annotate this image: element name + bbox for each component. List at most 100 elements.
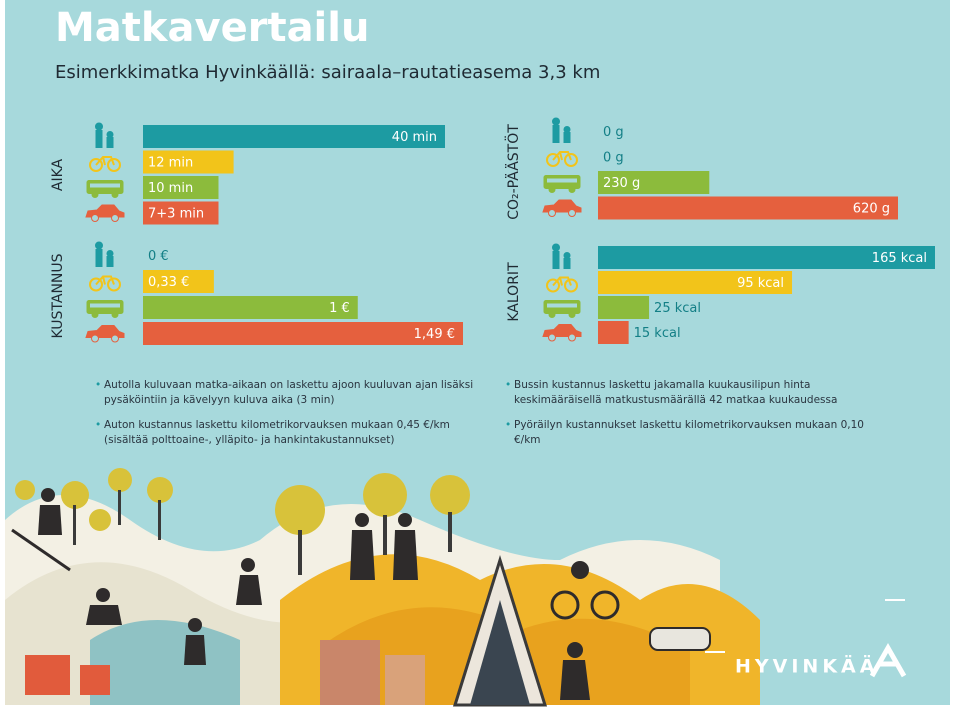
icon-part xyxy=(111,334,119,343)
mode-icon xyxy=(95,122,114,148)
icon-part xyxy=(563,126,571,133)
bar xyxy=(143,322,463,345)
mode-icon xyxy=(86,300,124,318)
value-label: 25 kcal xyxy=(654,301,701,316)
value-label: 95 kcal xyxy=(737,276,784,291)
icon-part xyxy=(568,311,576,318)
icon-part xyxy=(90,303,120,308)
icon-part xyxy=(546,278,560,293)
icon-part xyxy=(107,277,121,292)
mode-icon xyxy=(546,151,578,167)
bar xyxy=(598,196,898,220)
icon-part xyxy=(546,153,560,167)
icon-part xyxy=(548,333,556,342)
value-label: 0 g xyxy=(603,151,624,166)
note: Auton kustannus laskettu kilometrikorvau… xyxy=(95,418,484,448)
mode-icon xyxy=(542,199,582,217)
bar xyxy=(143,201,219,225)
axis-label: KUSTANNUS xyxy=(50,253,66,338)
value-label: 7+3 min xyxy=(148,207,204,222)
bar xyxy=(598,171,710,194)
value-label: 10 min xyxy=(148,181,193,196)
icon-part xyxy=(552,251,560,269)
icon-part xyxy=(552,243,560,252)
icon-part xyxy=(542,324,582,337)
icon-part xyxy=(95,156,115,166)
value-label: 0 g xyxy=(603,125,624,140)
mode-icon xyxy=(86,180,124,198)
axis-label: AIKA xyxy=(50,158,66,191)
bar xyxy=(143,296,358,319)
icon-part xyxy=(111,191,119,198)
illustration xyxy=(5,468,905,707)
bar xyxy=(143,176,219,199)
mode-icon xyxy=(552,243,571,269)
icon-part xyxy=(107,158,121,172)
icon-part xyxy=(106,131,114,138)
axis-label: CO₂-PÄÄSTÖT xyxy=(504,124,522,220)
icon-part xyxy=(548,209,556,217)
mode-icon xyxy=(552,117,571,143)
value-label: 0,33 € xyxy=(148,275,189,290)
icon-part xyxy=(95,275,115,286)
icon-part xyxy=(547,303,577,308)
icon-part xyxy=(563,132,571,143)
mode-icon xyxy=(543,300,581,318)
note: Autolla kuluvaan matka-aikaan on laskett… xyxy=(95,378,474,408)
icon-part xyxy=(568,333,576,342)
icon-part xyxy=(552,276,572,287)
value-label: 12 min xyxy=(148,156,193,171)
icon-part xyxy=(111,311,119,318)
icon-part xyxy=(568,186,576,193)
icon-part xyxy=(552,117,560,126)
note: Bussin kustannus laskettu jakamalla kuuk… xyxy=(505,378,874,408)
mode-icon xyxy=(85,204,125,222)
mode-icon xyxy=(543,175,581,193)
icon-part xyxy=(106,137,114,148)
bar xyxy=(143,125,445,148)
icon-part xyxy=(91,191,99,198)
icon-part xyxy=(542,199,582,213)
icon-part xyxy=(568,209,576,217)
icon-part xyxy=(91,311,99,318)
icon-part xyxy=(85,204,125,218)
icon-part xyxy=(548,186,556,193)
icon-part xyxy=(552,151,572,161)
mode-icon xyxy=(89,275,121,292)
icon-part xyxy=(547,178,577,183)
bar xyxy=(598,271,793,294)
mode-icon xyxy=(89,156,121,172)
axis-label: KALORIT xyxy=(506,262,522,322)
icon-part xyxy=(564,278,578,293)
icon-part xyxy=(91,214,99,222)
logo: HYVINKÄÄ xyxy=(735,642,907,678)
value-label: 620 g xyxy=(853,202,890,217)
bar xyxy=(598,246,935,269)
icon-part xyxy=(89,277,103,292)
bar xyxy=(598,321,629,344)
mode-icon xyxy=(85,325,125,343)
icon-part xyxy=(552,125,560,143)
icon-part xyxy=(563,252,571,259)
bar xyxy=(598,296,650,319)
icon-part xyxy=(95,130,103,148)
icon-part xyxy=(564,153,578,167)
value-label: 1,49 € xyxy=(414,327,455,342)
value-label: 165 kcal xyxy=(872,251,927,266)
title: Matkavertailu xyxy=(55,5,369,51)
icon-part xyxy=(91,334,99,343)
value-label: 0 € xyxy=(148,249,169,264)
icon-part xyxy=(111,214,119,222)
value-label: 230 g xyxy=(603,176,640,191)
logo-text: HYVINKÄÄ xyxy=(735,654,878,678)
value-label: 1 € xyxy=(329,301,350,316)
icon-part xyxy=(106,256,114,267)
icon-part xyxy=(548,311,556,318)
bar xyxy=(143,150,234,174)
subtitle: Esimerkkimatka Hyvinkäällä: sairaala–rau… xyxy=(55,62,600,83)
icon-part xyxy=(106,250,114,257)
note: Pyöräilyn kustannukset laskettu kilometr… xyxy=(505,418,874,448)
icon-part xyxy=(89,158,103,172)
